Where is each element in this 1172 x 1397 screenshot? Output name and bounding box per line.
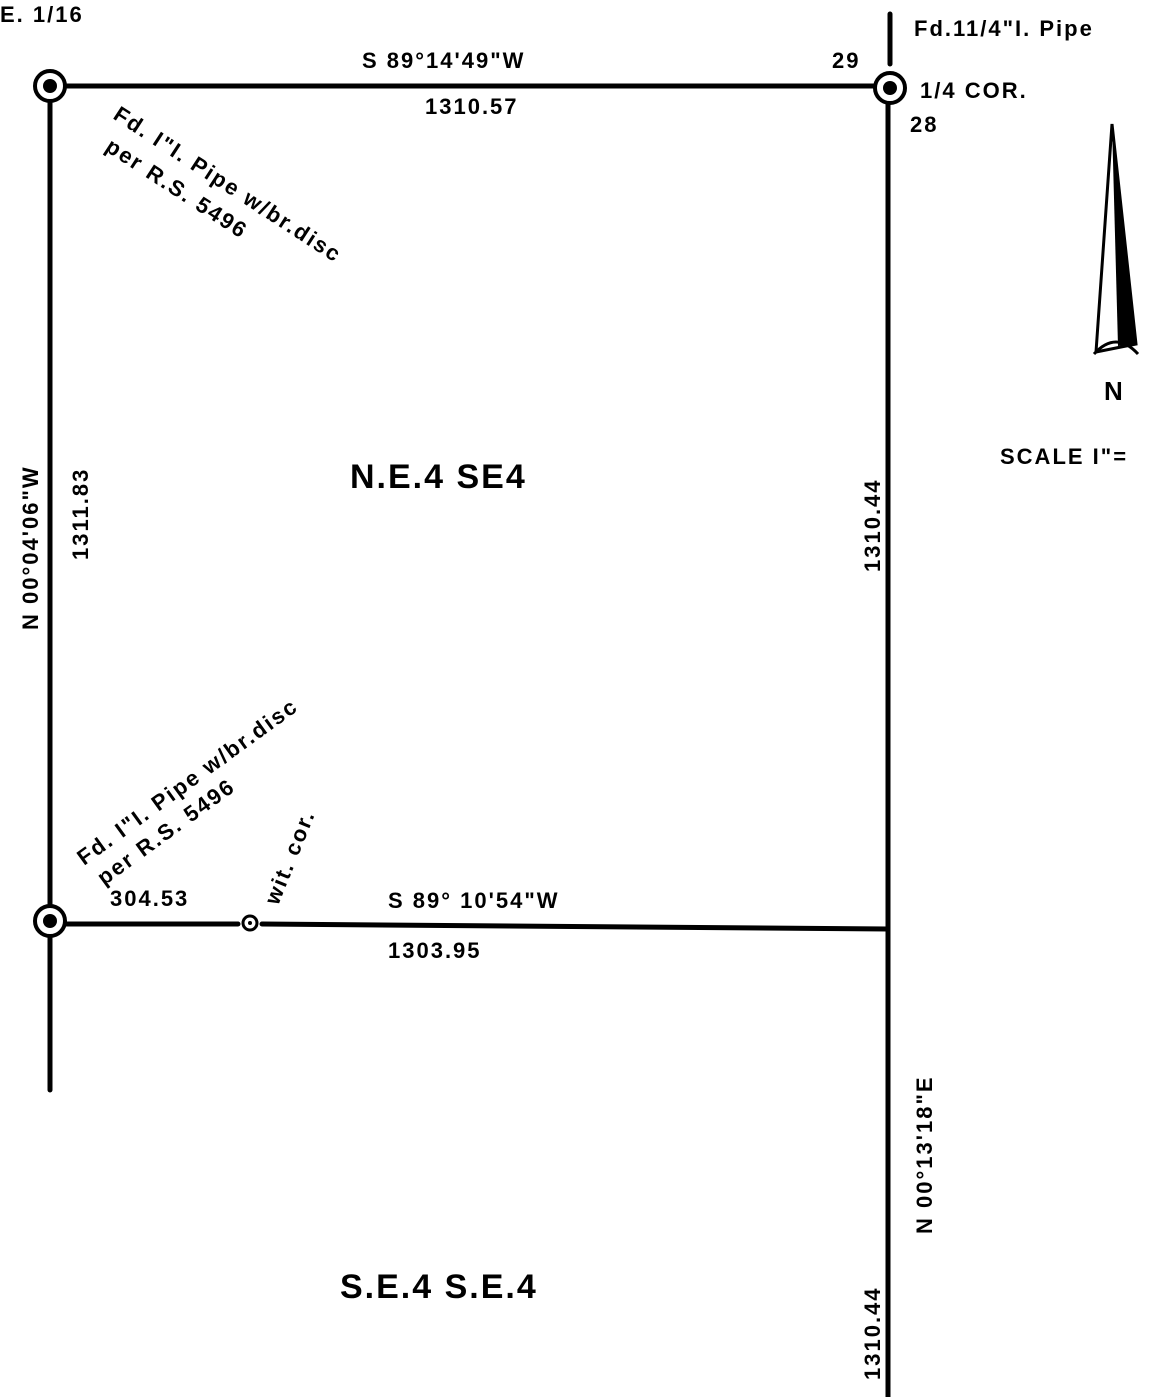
east-distance-upper-label: 1310.44: [860, 478, 885, 572]
sw-monument-note-line1: Fd. I"I. Pipe w/br.disc: [72, 693, 302, 870]
south-bearing-label: S 89° 10'54"W: [388, 888, 560, 913]
north-bearing-label: S 89°14'49"W: [362, 48, 525, 73]
south-distance-label: 1303.95: [388, 938, 482, 963]
witness-corner-label: wit. cor.: [259, 806, 320, 909]
quarter-corner-label: 1/4 COR.: [920, 78, 1028, 103]
witness-corner-icon: [241, 914, 259, 932]
nw-monument-note-line1: Fd. I"I. Pipe w/br.disc: [109, 101, 346, 267]
ne-quarter-corner-monument-icon: [873, 71, 907, 105]
top-right-pipe-note: Fd.11/4"I. Pipe: [914, 16, 1094, 41]
south-boundary-line-east: [259, 921, 891, 932]
nw-corner-monument-icon: [33, 69, 67, 103]
south-partial-distance-label: 304.53: [110, 886, 189, 911]
west-distance-label: 1311.83: [68, 468, 93, 560]
east-bearing-lower-label: N 00°13'18"E: [912, 1075, 937, 1234]
top-left-corner-label: E. 1/16: [0, 2, 84, 27]
north-arrow-icon: [1092, 123, 1140, 356]
west-bearing-label: N 00°04'06"W: [18, 465, 43, 630]
sw-corner-monument-icon: [33, 904, 67, 938]
north-distance-label: 1310.57: [425, 94, 519, 119]
parcel-label-lower: S.E.4 S.E.4: [340, 1268, 538, 1306]
east-distance-lower-label: 1310.44: [860, 1286, 885, 1380]
parcel-label-upper: N.E.4 SE4: [350, 458, 527, 496]
section-number-28: 28: [910, 112, 938, 137]
section-number-29: 29: [832, 48, 860, 73]
north-arrow-letter: N: [1104, 376, 1125, 406]
scale-label: SCALE I"=: [1000, 444, 1128, 469]
